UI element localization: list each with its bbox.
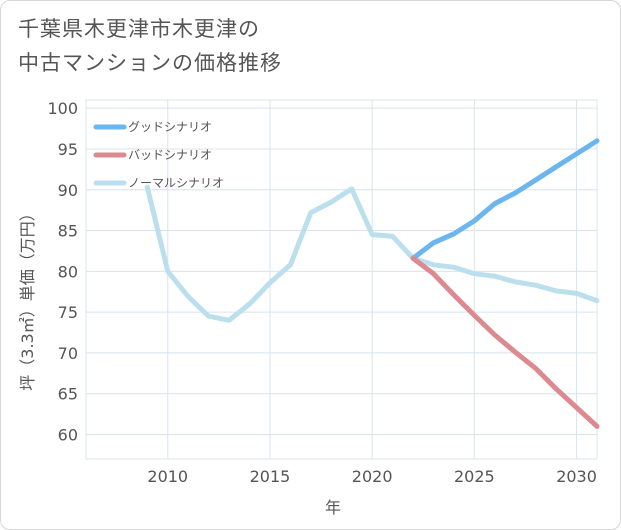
plot-area xyxy=(85,99,598,460)
legend-label-2: ノーマルシナリオ xyxy=(128,176,224,190)
y-tick-label: 100 xyxy=(47,99,78,118)
legend-label-0: グッドシナリオ xyxy=(128,120,212,134)
y-tick-label: 60 xyxy=(58,426,78,445)
grid xyxy=(85,99,598,460)
series-line-1 xyxy=(410,255,600,429)
y-tick-label: 95 xyxy=(58,140,78,159)
x-tick-label: 2015 xyxy=(250,467,291,486)
chart-title: 千葉県木更津市木更津の 中古マンションの価格推移 xyxy=(18,12,348,80)
y-tick-label: 75 xyxy=(58,303,78,322)
y-tick-label: 65 xyxy=(58,385,78,404)
y-tick-label: 80 xyxy=(58,262,78,281)
axes: 60 65 70 75 80 85 90 95 100 2010 2015 2020 2025 2030 xyxy=(47,99,596,486)
y-axis-title: 坪（3.3㎡）単価（万円） xyxy=(18,205,37,390)
x-tick-label: 2020 xyxy=(352,467,393,486)
y-tick-label: 90 xyxy=(58,181,78,200)
x-tick-label: 2030 xyxy=(556,467,597,486)
y-tick-label: 70 xyxy=(58,344,78,363)
x-axis-title: 年 xyxy=(325,498,341,517)
x-tick-label: 2010 xyxy=(147,467,188,486)
series-line-2 xyxy=(144,184,600,323)
chart-title-line2: 中古マンションの価格推移 xyxy=(18,51,282,75)
x-tick-label: 2025 xyxy=(454,467,495,486)
chart-title-line1: 千葉県木更津市木更津の xyxy=(18,17,260,41)
y-tick-label: 85 xyxy=(58,222,78,241)
series-line-0 xyxy=(410,138,600,261)
legend-label-1: バッドシナリオ xyxy=(128,148,212,162)
series-lines xyxy=(144,138,600,429)
